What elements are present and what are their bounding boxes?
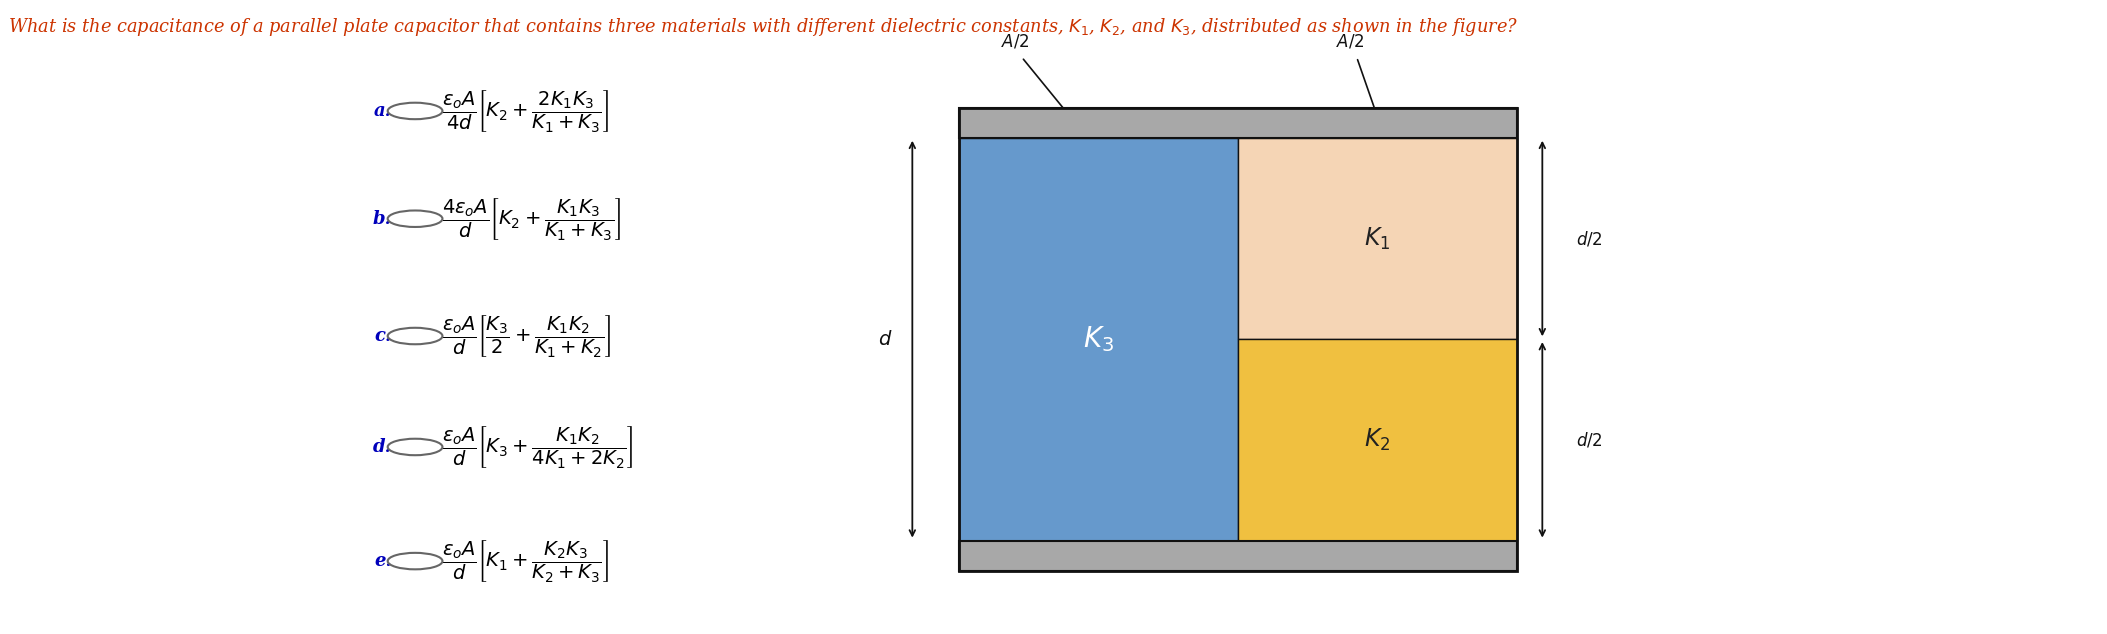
Text: $d$: $d$ bbox=[879, 330, 891, 349]
Text: $K_2$: $K_2$ bbox=[1363, 427, 1391, 453]
Text: b.: b. bbox=[373, 210, 392, 228]
Text: $d/2$: $d/2$ bbox=[1576, 229, 1603, 248]
Text: $A/2$: $A/2$ bbox=[1336, 33, 1363, 51]
Text: $d/2$: $d/2$ bbox=[1576, 430, 1603, 450]
Bar bbox=[959, 541, 1517, 571]
Bar bbox=[1239, 339, 1517, 541]
Text: $\dfrac{\varepsilon_o A}{4d}\left[K_2 + \dfrac{2K_1K_3}{K_1+K_3}\right]$: $\dfrac{\varepsilon_o A}{4d}\left[K_2 + … bbox=[442, 88, 609, 134]
Text: $\dfrac{\varepsilon_o A}{d}\left[K_1 + \dfrac{K_2K_3}{K_2+K_3}\right]$: $\dfrac{\varepsilon_o A}{d}\left[K_1 + \… bbox=[442, 538, 609, 584]
Text: $\dfrac{4\varepsilon_o A}{d}\left[K_2 + \dfrac{K_1K_3}{K_1+K_3}\right]$: $\dfrac{4\varepsilon_o A}{d}\left[K_2 + … bbox=[442, 196, 622, 242]
Text: $K_3$: $K_3$ bbox=[1083, 324, 1115, 354]
Text: $A/2$: $A/2$ bbox=[1001, 33, 1028, 51]
Text: a.: a. bbox=[375, 102, 392, 120]
Bar bbox=[959, 108, 1517, 571]
Text: $\dfrac{\varepsilon_o A}{d}\left[K_3 + \dfrac{K_1K_2}{4K_1+2K_2}\right]$: $\dfrac{\varepsilon_o A}{d}\left[K_3 + \… bbox=[442, 424, 634, 470]
Text: e.: e. bbox=[375, 552, 392, 570]
Bar bbox=[959, 138, 1239, 541]
Text: c.: c. bbox=[375, 327, 392, 345]
Text: $\dfrac{\varepsilon_o A}{d}\left[\dfrac{K_3}{2} + \dfrac{K_1K_2}{K_1+K_2}\right]: $\dfrac{\varepsilon_o A}{d}\left[\dfrac{… bbox=[442, 313, 611, 359]
Bar bbox=[959, 108, 1517, 138]
Text: $K_1$: $K_1$ bbox=[1363, 226, 1391, 252]
Bar bbox=[1239, 138, 1517, 339]
Text: d.: d. bbox=[373, 438, 392, 456]
Text: What is the capacitance of a parallel plate capacitor that contains three materi: What is the capacitance of a parallel pl… bbox=[8, 16, 1519, 38]
